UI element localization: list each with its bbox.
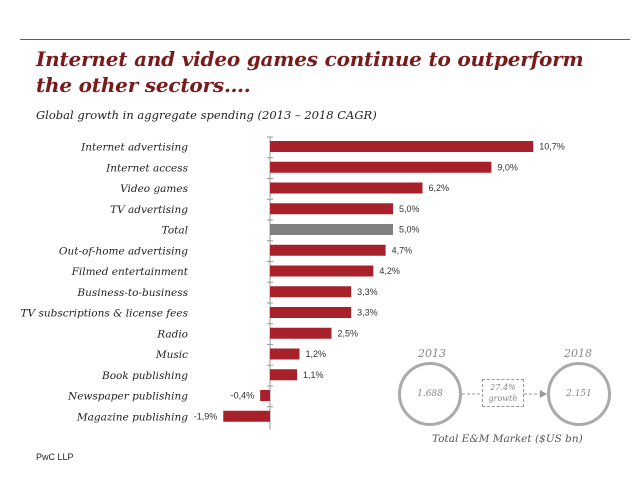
top-rule (20, 39, 630, 40)
value-label: 1,1% (303, 370, 324, 380)
category-label: Newspaper publishing (67, 391, 188, 403)
category-label: Out-of-home advertising (59, 245, 188, 257)
value-label: 3,3% (357, 308, 378, 318)
bar-newspaper-publishing (260, 390, 270, 401)
bar-radio (270, 327, 332, 339)
category-label: Video games (120, 183, 189, 195)
value-label: 4,2% (379, 266, 400, 276)
bar-magazine-publishing (223, 410, 270, 422)
bar-total (270, 224, 393, 235)
bar-out-of-home-advertising (270, 244, 386, 256)
category-label: Internet advertising (80, 142, 188, 154)
value-label: -1,9% (194, 411, 218, 421)
chart-subtitle: Global growth in aggregate spending (201… (36, 108, 377, 122)
value-label: 2,5% (338, 328, 359, 338)
value-label: 5,0% (399, 204, 420, 214)
category-label: Business-to-business (76, 287, 188, 299)
category-label: Internet access (105, 162, 189, 174)
value-label: -0,4% (231, 391, 255, 401)
category-label: Music (155, 349, 188, 361)
value-label: 10,7% (539, 142, 565, 152)
category-label: Filmed entertainment (71, 266, 189, 278)
bar-internet-access (270, 161, 492, 173)
value-label: 6,2% (429, 183, 450, 193)
category-label: Magazine publishing (76, 411, 188, 423)
category-label: Radio (156, 328, 188, 340)
bar-tv-subscriptions-license-fees (270, 307, 352, 318)
value-label: 1,2% (306, 349, 327, 359)
bar-video-games (270, 182, 423, 194)
slide-title: Internet and video games continue to out… (36, 47, 584, 97)
value-label: 4,7% (392, 245, 413, 255)
category-label: TV advertising (110, 204, 188, 216)
bar-business-to-business (270, 286, 352, 298)
bar-filmed-entertainment (270, 265, 374, 277)
bar-internet-advertising (270, 141, 534, 152)
bar-music (270, 348, 300, 360)
bar-book-publishing (270, 369, 298, 381)
footer-source: PwC LLP (36, 452, 74, 462)
category-label: TV subscriptions & license fees (21, 308, 189, 320)
value-label: 5,0% (399, 225, 420, 235)
category-label: Total (162, 225, 188, 237)
bar-tv-advertising (270, 203, 393, 215)
value-label: 9,0% (497, 162, 518, 172)
value-label: 3,3% (357, 287, 378, 297)
category-label: Book publishing (101, 370, 188, 382)
